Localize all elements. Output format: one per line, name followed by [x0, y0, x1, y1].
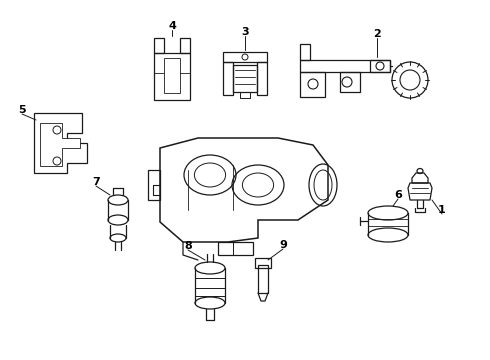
Text: 2: 2 — [373, 29, 381, 39]
Text: 1: 1 — [438, 205, 446, 215]
Text: 7: 7 — [92, 177, 100, 187]
Text: 6: 6 — [394, 190, 402, 200]
Text: 8: 8 — [184, 241, 192, 251]
Polygon shape — [164, 58, 180, 93]
Text: 4: 4 — [168, 21, 176, 31]
Text: 3: 3 — [241, 27, 249, 37]
Polygon shape — [40, 123, 80, 166]
Text: 5: 5 — [18, 105, 26, 115]
Text: 9: 9 — [279, 240, 287, 250]
